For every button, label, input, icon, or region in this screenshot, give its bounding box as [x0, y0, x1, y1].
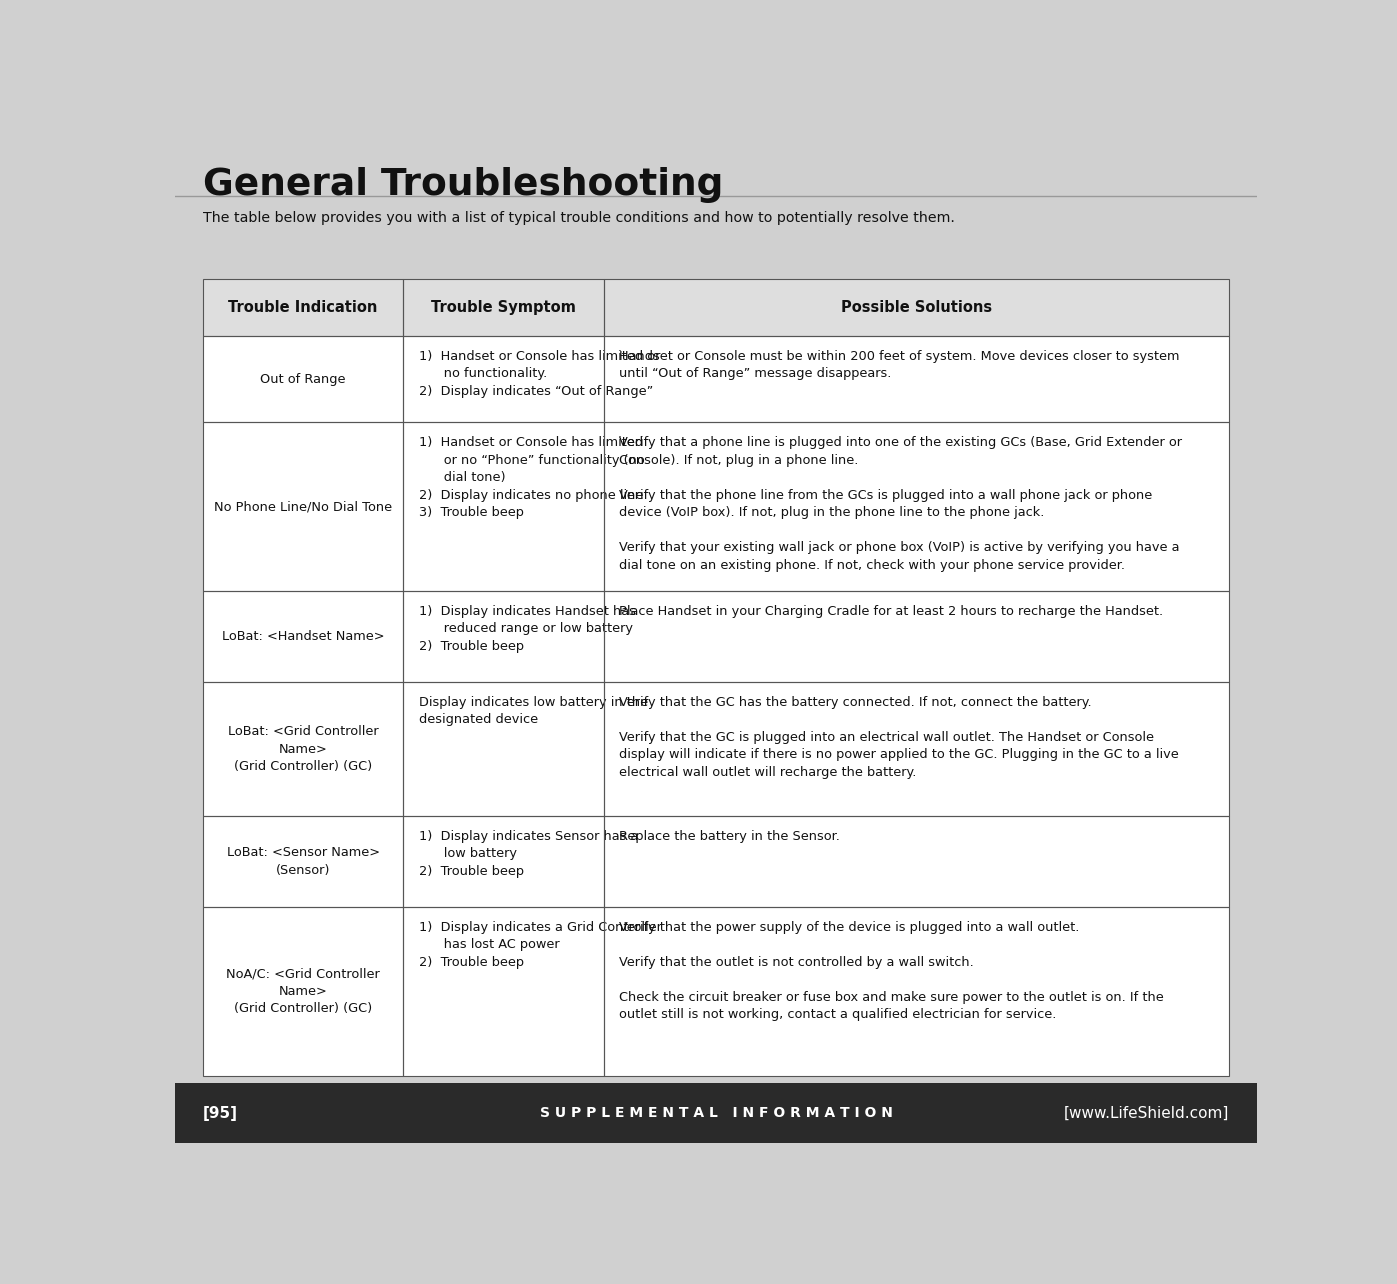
Text: Possible Solutions: Possible Solutions — [841, 300, 992, 315]
Bar — [604, 591, 1229, 682]
Text: Handset or Console must be within 200 feet of system. Move devices closer to sys: Handset or Console must be within 200 fe… — [619, 349, 1179, 380]
Bar — [404, 279, 604, 336]
Bar — [203, 336, 404, 422]
Bar — [203, 422, 404, 591]
Bar — [203, 279, 404, 336]
Text: Trouble Indication: Trouble Indication — [228, 300, 377, 315]
Text: Verify that the power supply of the device is plugged into a wall outlet.

Verif: Verify that the power supply of the devi… — [619, 921, 1164, 1021]
Bar — [404, 336, 604, 422]
Text: Out of Range: Out of Range — [260, 372, 346, 385]
Bar — [604, 279, 1229, 336]
Bar — [203, 591, 404, 682]
Bar — [203, 817, 404, 907]
Bar — [404, 422, 604, 591]
Bar — [404, 817, 604, 907]
Text: 1)  Display indicates Handset has
      reduced range or low battery
2)  Trouble: 1) Display indicates Handset has reduced… — [419, 605, 636, 654]
Bar — [604, 682, 1229, 817]
Text: LoBat: <Sensor Name>
(Sensor): LoBat: <Sensor Name> (Sensor) — [226, 846, 380, 877]
Bar — [203, 817, 404, 907]
Bar — [203, 279, 404, 336]
Bar — [604, 422, 1229, 591]
Text: Place Handset in your Charging Cradle for at least 2 hours to recharge the Hands: Place Handset in your Charging Cradle fo… — [619, 605, 1164, 618]
Text: LoBat: <Grid Controller
Name>
(Grid Controller) (GC): LoBat: <Grid Controller Name> (Grid Cont… — [228, 725, 379, 773]
Bar — [203, 682, 404, 817]
Text: 1)  Handset or Console has limited or
      no functionality.
2)  Display indica: 1) Handset or Console has limited or no … — [419, 349, 659, 398]
Bar — [175, 154, 1257, 195]
Text: NoA/C: <Grid Controller
Name>
(Grid Controller) (GC): NoA/C: <Grid Controller Name> (Grid Cont… — [226, 967, 380, 1016]
Bar — [604, 279, 1229, 336]
Bar — [404, 817, 604, 907]
Bar — [604, 591, 1229, 682]
Text: 1)  Display indicates Sensor has a
      low battery
2)  Trouble beep: 1) Display indicates Sensor has a low ba… — [419, 829, 638, 878]
Bar — [404, 422, 604, 591]
Bar — [604, 682, 1229, 817]
Text: The table below provides you with a list of typical trouble conditions and how t: The table below provides you with a list… — [203, 212, 954, 226]
Text: Verify that the GC has the battery connected. If not, connect the battery.

Veri: Verify that the GC has the battery conne… — [619, 696, 1179, 779]
Bar — [604, 336, 1229, 422]
Bar — [203, 907, 404, 1076]
Bar — [404, 682, 604, 817]
Bar — [203, 422, 404, 591]
Bar — [203, 336, 404, 422]
Text: 1)  Handset or Console has limited
      or no “Phone” functionality (no
      d: 1) Handset or Console has limited or no … — [419, 437, 644, 519]
Bar — [404, 591, 604, 682]
Bar — [604, 336, 1229, 422]
Text: 1)  Display indicates a Grid Controller
      has lost AC power
2)  Trouble beep: 1) Display indicates a Grid Controller h… — [419, 921, 661, 968]
Text: Replace the battery in the Sensor.: Replace the battery in the Sensor. — [619, 829, 840, 842]
Bar — [604, 817, 1229, 907]
Bar — [404, 279, 604, 336]
Bar — [404, 907, 604, 1076]
Text: Trouble Symptom: Trouble Symptom — [432, 300, 576, 315]
Bar — [604, 907, 1229, 1076]
Bar — [203, 591, 404, 682]
Text: Display indicates low battery in the
designated device: Display indicates low battery in the des… — [419, 696, 648, 727]
Bar — [404, 336, 604, 422]
Text: No Phone Line/No Dial Tone: No Phone Line/No Dial Tone — [214, 501, 393, 514]
Bar — [604, 422, 1229, 591]
Bar — [203, 682, 404, 817]
Bar — [203, 907, 404, 1076]
Bar — [404, 682, 604, 817]
Text: Verify that a phone line is plugged into one of the existing GCs (Base, Grid Ext: Verify that a phone line is plugged into… — [619, 437, 1182, 571]
Text: General Troubleshooting: General Troubleshooting — [203, 167, 724, 203]
Bar — [404, 591, 604, 682]
Text: [95]: [95] — [203, 1106, 237, 1121]
Bar — [175, 1084, 1257, 1143]
Text: S U P P L E M E N T A L   I N F O R M A T I O N: S U P P L E M E N T A L I N F O R M A T … — [539, 1106, 893, 1120]
Bar — [604, 907, 1229, 1076]
Text: [www.LifeShield.com]: [www.LifeShield.com] — [1063, 1106, 1229, 1121]
Bar — [404, 907, 604, 1076]
Bar — [604, 817, 1229, 907]
Text: LoBat: <Handset Name>: LoBat: <Handset Name> — [222, 630, 384, 643]
